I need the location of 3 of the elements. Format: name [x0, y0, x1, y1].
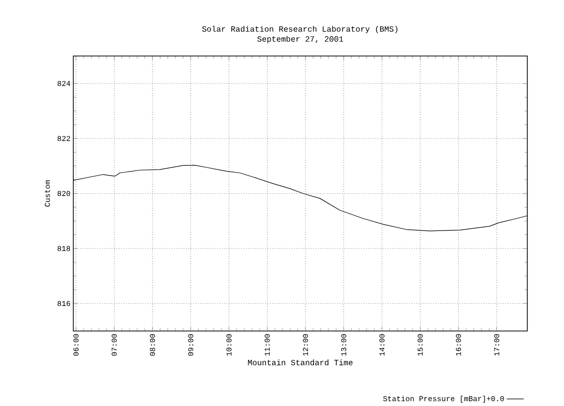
chart-subtitle: September 27, 2001	[257, 36, 344, 44]
x-axis-title: Mountain Standard Time	[248, 359, 353, 366]
chart-title: Solar Radiation Research Laboratory (BMS)	[202, 26, 398, 34]
